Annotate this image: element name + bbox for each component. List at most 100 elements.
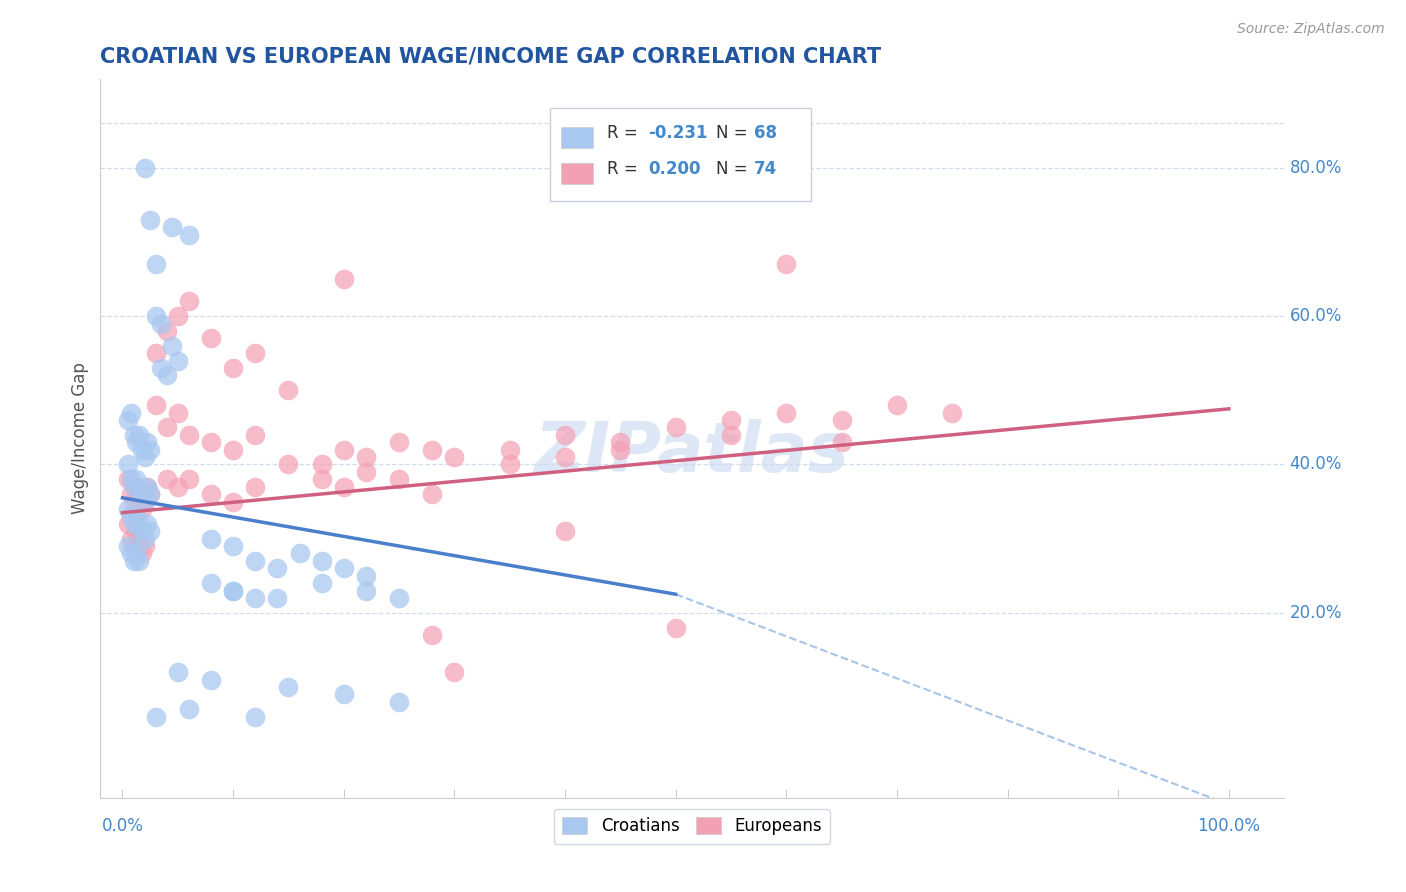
Y-axis label: Wage/Income Gap: Wage/Income Gap — [72, 362, 89, 515]
Point — [443, 450, 465, 464]
Point — [156, 368, 179, 383]
Point — [120, 406, 142, 420]
Text: 20.0%: 20.0% — [1289, 604, 1343, 622]
FancyBboxPatch shape — [561, 162, 593, 184]
Point — [117, 413, 139, 427]
Point — [200, 435, 222, 450]
Point — [139, 524, 162, 539]
Point — [277, 680, 299, 694]
Point — [775, 257, 797, 271]
Point — [245, 346, 267, 360]
Point — [443, 665, 465, 679]
FancyBboxPatch shape — [561, 127, 593, 148]
Point — [554, 427, 576, 442]
Point — [775, 406, 797, 420]
Point — [145, 398, 167, 412]
Point — [831, 435, 853, 450]
Point — [162, 339, 184, 353]
Point — [122, 480, 145, 494]
Point — [200, 532, 222, 546]
Text: CROATIAN VS EUROPEAN WAGE/INCOME GAP CORRELATION CHART: CROATIAN VS EUROPEAN WAGE/INCOME GAP COR… — [100, 46, 882, 66]
Point — [245, 480, 267, 494]
Point — [166, 665, 188, 679]
Point — [332, 272, 354, 286]
Point — [122, 494, 145, 508]
Point — [177, 702, 200, 716]
Point — [117, 458, 139, 472]
Text: N =: N = — [716, 160, 752, 178]
Point — [554, 524, 576, 539]
Point — [266, 561, 288, 575]
Point — [134, 161, 156, 175]
Point — [125, 524, 148, 539]
Point — [311, 458, 333, 472]
Point — [266, 591, 288, 605]
Point — [388, 435, 411, 450]
Point — [200, 576, 222, 591]
Point — [354, 583, 377, 598]
Text: 0.0%: 0.0% — [101, 817, 143, 835]
Point — [120, 532, 142, 546]
Point — [134, 532, 156, 546]
Point — [120, 546, 142, 560]
Text: 80.0%: 80.0% — [1289, 159, 1343, 177]
Point — [150, 317, 173, 331]
Text: -0.231: -0.231 — [648, 124, 709, 142]
Point — [117, 516, 139, 531]
Point — [156, 420, 179, 434]
Point — [332, 687, 354, 701]
Point — [134, 494, 156, 508]
Point — [139, 212, 162, 227]
Point — [177, 472, 200, 486]
Point — [200, 331, 222, 345]
Point — [131, 524, 153, 539]
Point — [499, 442, 522, 457]
Text: 100.0%: 100.0% — [1198, 817, 1260, 835]
Point — [120, 509, 142, 524]
Text: R =: R = — [607, 124, 643, 142]
Point — [388, 591, 411, 605]
Point — [166, 353, 188, 368]
Point — [128, 427, 150, 442]
Point — [122, 539, 145, 553]
Point — [135, 516, 157, 531]
Text: 40.0%: 40.0% — [1289, 456, 1343, 474]
Point — [245, 427, 267, 442]
Point — [941, 406, 963, 420]
Point — [311, 576, 333, 591]
Point — [117, 502, 139, 516]
Point — [166, 309, 188, 323]
Text: 68: 68 — [754, 124, 778, 142]
Point — [311, 472, 333, 486]
Text: 0.200: 0.200 — [648, 160, 702, 178]
Point — [122, 554, 145, 568]
Point — [332, 442, 354, 457]
Text: 74: 74 — [754, 160, 778, 178]
Point — [156, 472, 179, 486]
Text: Source: ZipAtlas.com: Source: ZipAtlas.com — [1237, 22, 1385, 37]
Point — [499, 458, 522, 472]
Point — [609, 442, 631, 457]
Point — [128, 480, 150, 494]
Legend: Croatians, Europeans: Croatians, Europeans — [554, 809, 831, 844]
Point — [554, 450, 576, 464]
Point — [166, 406, 188, 420]
Point — [720, 427, 742, 442]
Point — [354, 568, 377, 582]
Point — [122, 516, 145, 531]
Point — [139, 487, 162, 501]
Point — [177, 294, 200, 309]
Point — [145, 309, 167, 323]
Point — [139, 442, 162, 457]
Point — [720, 413, 742, 427]
Point — [222, 583, 245, 598]
Point — [135, 480, 157, 494]
Point — [200, 487, 222, 501]
Point — [354, 465, 377, 479]
Point — [200, 673, 222, 687]
FancyBboxPatch shape — [550, 108, 811, 202]
Text: 60.0%: 60.0% — [1289, 307, 1343, 326]
Point — [277, 384, 299, 398]
Point — [128, 487, 150, 501]
Point — [277, 458, 299, 472]
